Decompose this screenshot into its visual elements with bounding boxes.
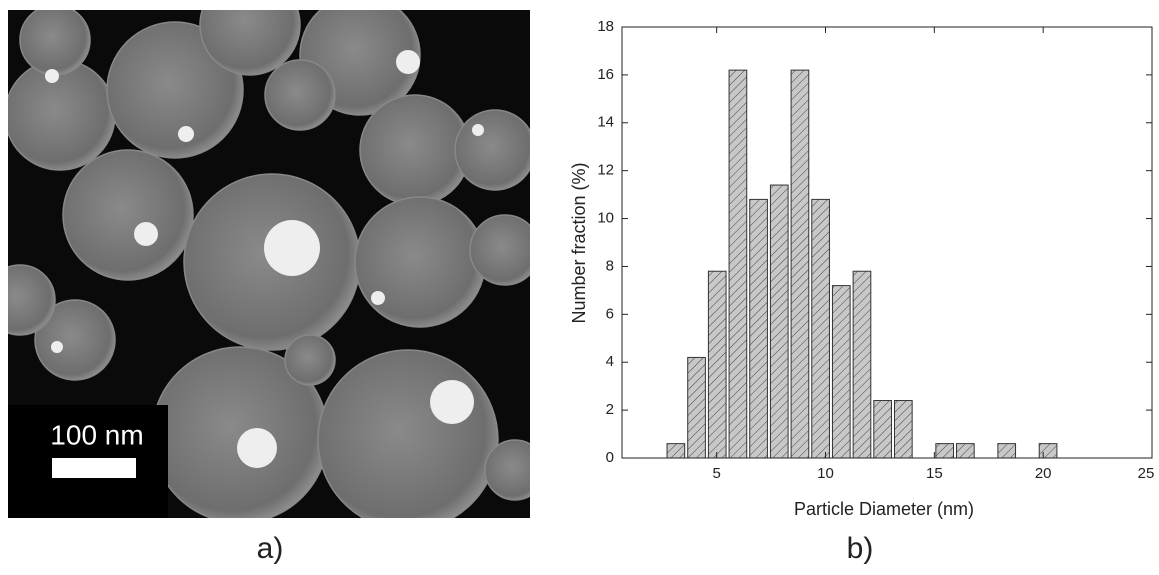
bar	[687, 356, 706, 459]
scale-bar-label: 100 nm	[50, 419, 143, 450]
micrograph: 100 nm	[8, 10, 530, 518]
bar	[997, 443, 1017, 459]
bar	[790, 69, 810, 459]
bar	[935, 443, 955, 459]
y-tick-label: 16	[597, 66, 614, 83]
bar	[893, 400, 913, 459]
x-tick-label: 10	[817, 465, 834, 482]
bar	[666, 443, 686, 459]
scale-bar	[52, 458, 136, 478]
bar	[811, 198, 830, 459]
y-tick-label: 14	[597, 114, 614, 131]
bar	[749, 198, 768, 459]
bar	[707, 270, 727, 459]
y-tick-label: 12	[597, 162, 614, 179]
y-tick-label: 18	[597, 18, 614, 35]
bar	[728, 69, 748, 459]
x-axis-label: Particle Diameter (nm)	[794, 499, 974, 519]
x-tick-label: 15	[926, 465, 943, 482]
bar	[956, 443, 975, 459]
bar	[1038, 443, 1058, 459]
y-axis-label: Number fraction (%)	[569, 162, 589, 323]
x-tick-label: 25	[1138, 465, 1155, 482]
bar	[852, 270, 872, 459]
y-tick-label: 10	[597, 210, 614, 227]
panel-label: a)	[257, 532, 284, 565]
y-tick-label: 0	[606, 449, 614, 466]
x-tick-label: 20	[1035, 465, 1052, 482]
x-tick-label: 5	[713, 465, 721, 482]
plot-frame	[621, 26, 1153, 459]
y-tick-label: 8	[606, 257, 614, 274]
bar	[873, 400, 892, 459]
bar	[831, 285, 851, 459]
panel-label: b)	[847, 532, 874, 565]
bar	[769, 184, 789, 459]
y-tick-label: 4	[606, 353, 614, 370]
y-tick-label: 2	[606, 401, 614, 418]
y-tick-label: 6	[606, 305, 614, 322]
